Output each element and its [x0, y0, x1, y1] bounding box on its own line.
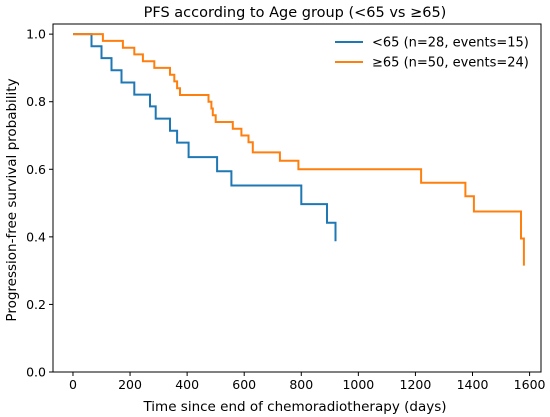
- y-tick-label: 0.2: [26, 297, 46, 312]
- plot-border: [52, 23, 542, 373]
- series-line-1: [73, 33, 525, 266]
- x-tick-label: 0: [69, 377, 77, 392]
- x-tick-label: 1000: [342, 377, 374, 392]
- x-tick-label: 200: [118, 377, 142, 392]
- x-tick-label: 1200: [400, 377, 432, 392]
- x-tick-label: 1400: [457, 377, 489, 392]
- x-axis-label: Time since end of chemoradiotherapy (day…: [142, 399, 446, 415]
- series-line-0: [73, 33, 337, 242]
- y-axis-label: Progression-free survival probability: [4, 78, 20, 321]
- x-axis: 0 200 400 600 800 1000 1200 1400 1600: [69, 372, 546, 392]
- series-layer: [73, 33, 525, 266]
- legend-label-0: <65 (n=28, events=15): [372, 36, 529, 51]
- y-tick-label: 0.8: [26, 94, 46, 109]
- legend-label-1: ≥65 (n=50, events=24): [372, 56, 529, 71]
- y-tick-label: 0.4: [26, 229, 46, 244]
- plot-frame: [52, 23, 542, 373]
- chart-title: PFS according to Age group (<65 vs ≥65): [144, 5, 447, 21]
- y-tick-label: 0.0: [26, 365, 46, 380]
- x-tick-label: 1600: [514, 377, 546, 392]
- y-tick-label: 1.0: [26, 27, 46, 42]
- y-tick-label: 0.6: [26, 162, 46, 177]
- y-axis: 0.0 0.2 0.4 0.6 0.8 1.0: [26, 27, 53, 380]
- x-tick-label: 800: [289, 377, 313, 392]
- x-tick-label: 600: [232, 377, 256, 392]
- x-tick-label: 400: [175, 377, 199, 392]
- legend: <65 (n=28, events=15) ≥65 (n=50, events=2…: [335, 36, 529, 71]
